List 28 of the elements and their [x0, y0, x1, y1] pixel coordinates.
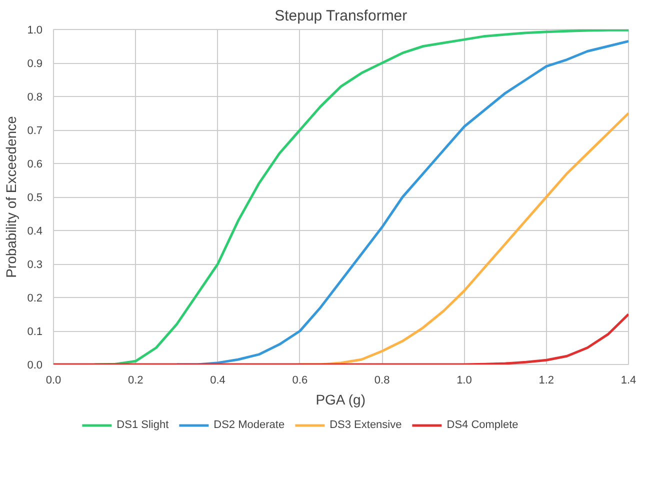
- chart-title: Stepup Transformer: [274, 8, 408, 24]
- x-axis-title: PGA (g): [316, 392, 366, 408]
- y-tick-label: 1.0: [27, 24, 43, 36]
- y-tick-label: 0.7: [27, 125, 43, 137]
- y-tick-label: 0.5: [27, 192, 43, 204]
- y-tick-label: 0.3: [27, 259, 43, 271]
- y-tick-label: 0.6: [27, 158, 43, 170]
- y-tick-label: 0.2: [27, 292, 43, 304]
- x-tick-label: 0.2: [128, 374, 144, 386]
- line-series: [93, 30, 628, 364]
- x-tick-label: 1.4: [620, 374, 636, 386]
- legend-label: DS2 Moderate: [214, 419, 285, 431]
- legend-label: DS3 Extensive: [330, 419, 402, 431]
- legend-label: DS1 Slight: [116, 419, 169, 431]
- line-series: [54, 313, 628, 364]
- y-tick-label: 0.4: [27, 226, 43, 238]
- x-tick-label: 0.6: [292, 374, 308, 386]
- x-tick-label: 0.0: [46, 374, 62, 386]
- x-tick-label: 1.2: [538, 374, 554, 386]
- y-tick-label: 0.8: [27, 92, 43, 104]
- y-tick-label: 0.0: [27, 360, 43, 372]
- x-tick-label: 1.0: [456, 374, 472, 386]
- x-tick-label: 0.4: [210, 374, 226, 386]
- y-tick-label: 0.9: [27, 58, 43, 70]
- x-tick-label: 0.8: [374, 374, 390, 386]
- y-axis-title: Probability of Exceedence: [3, 116, 20, 278]
- y-tick-label: 0.1: [27, 326, 43, 338]
- legend-label: DS4 Complete: [446, 419, 518, 431]
